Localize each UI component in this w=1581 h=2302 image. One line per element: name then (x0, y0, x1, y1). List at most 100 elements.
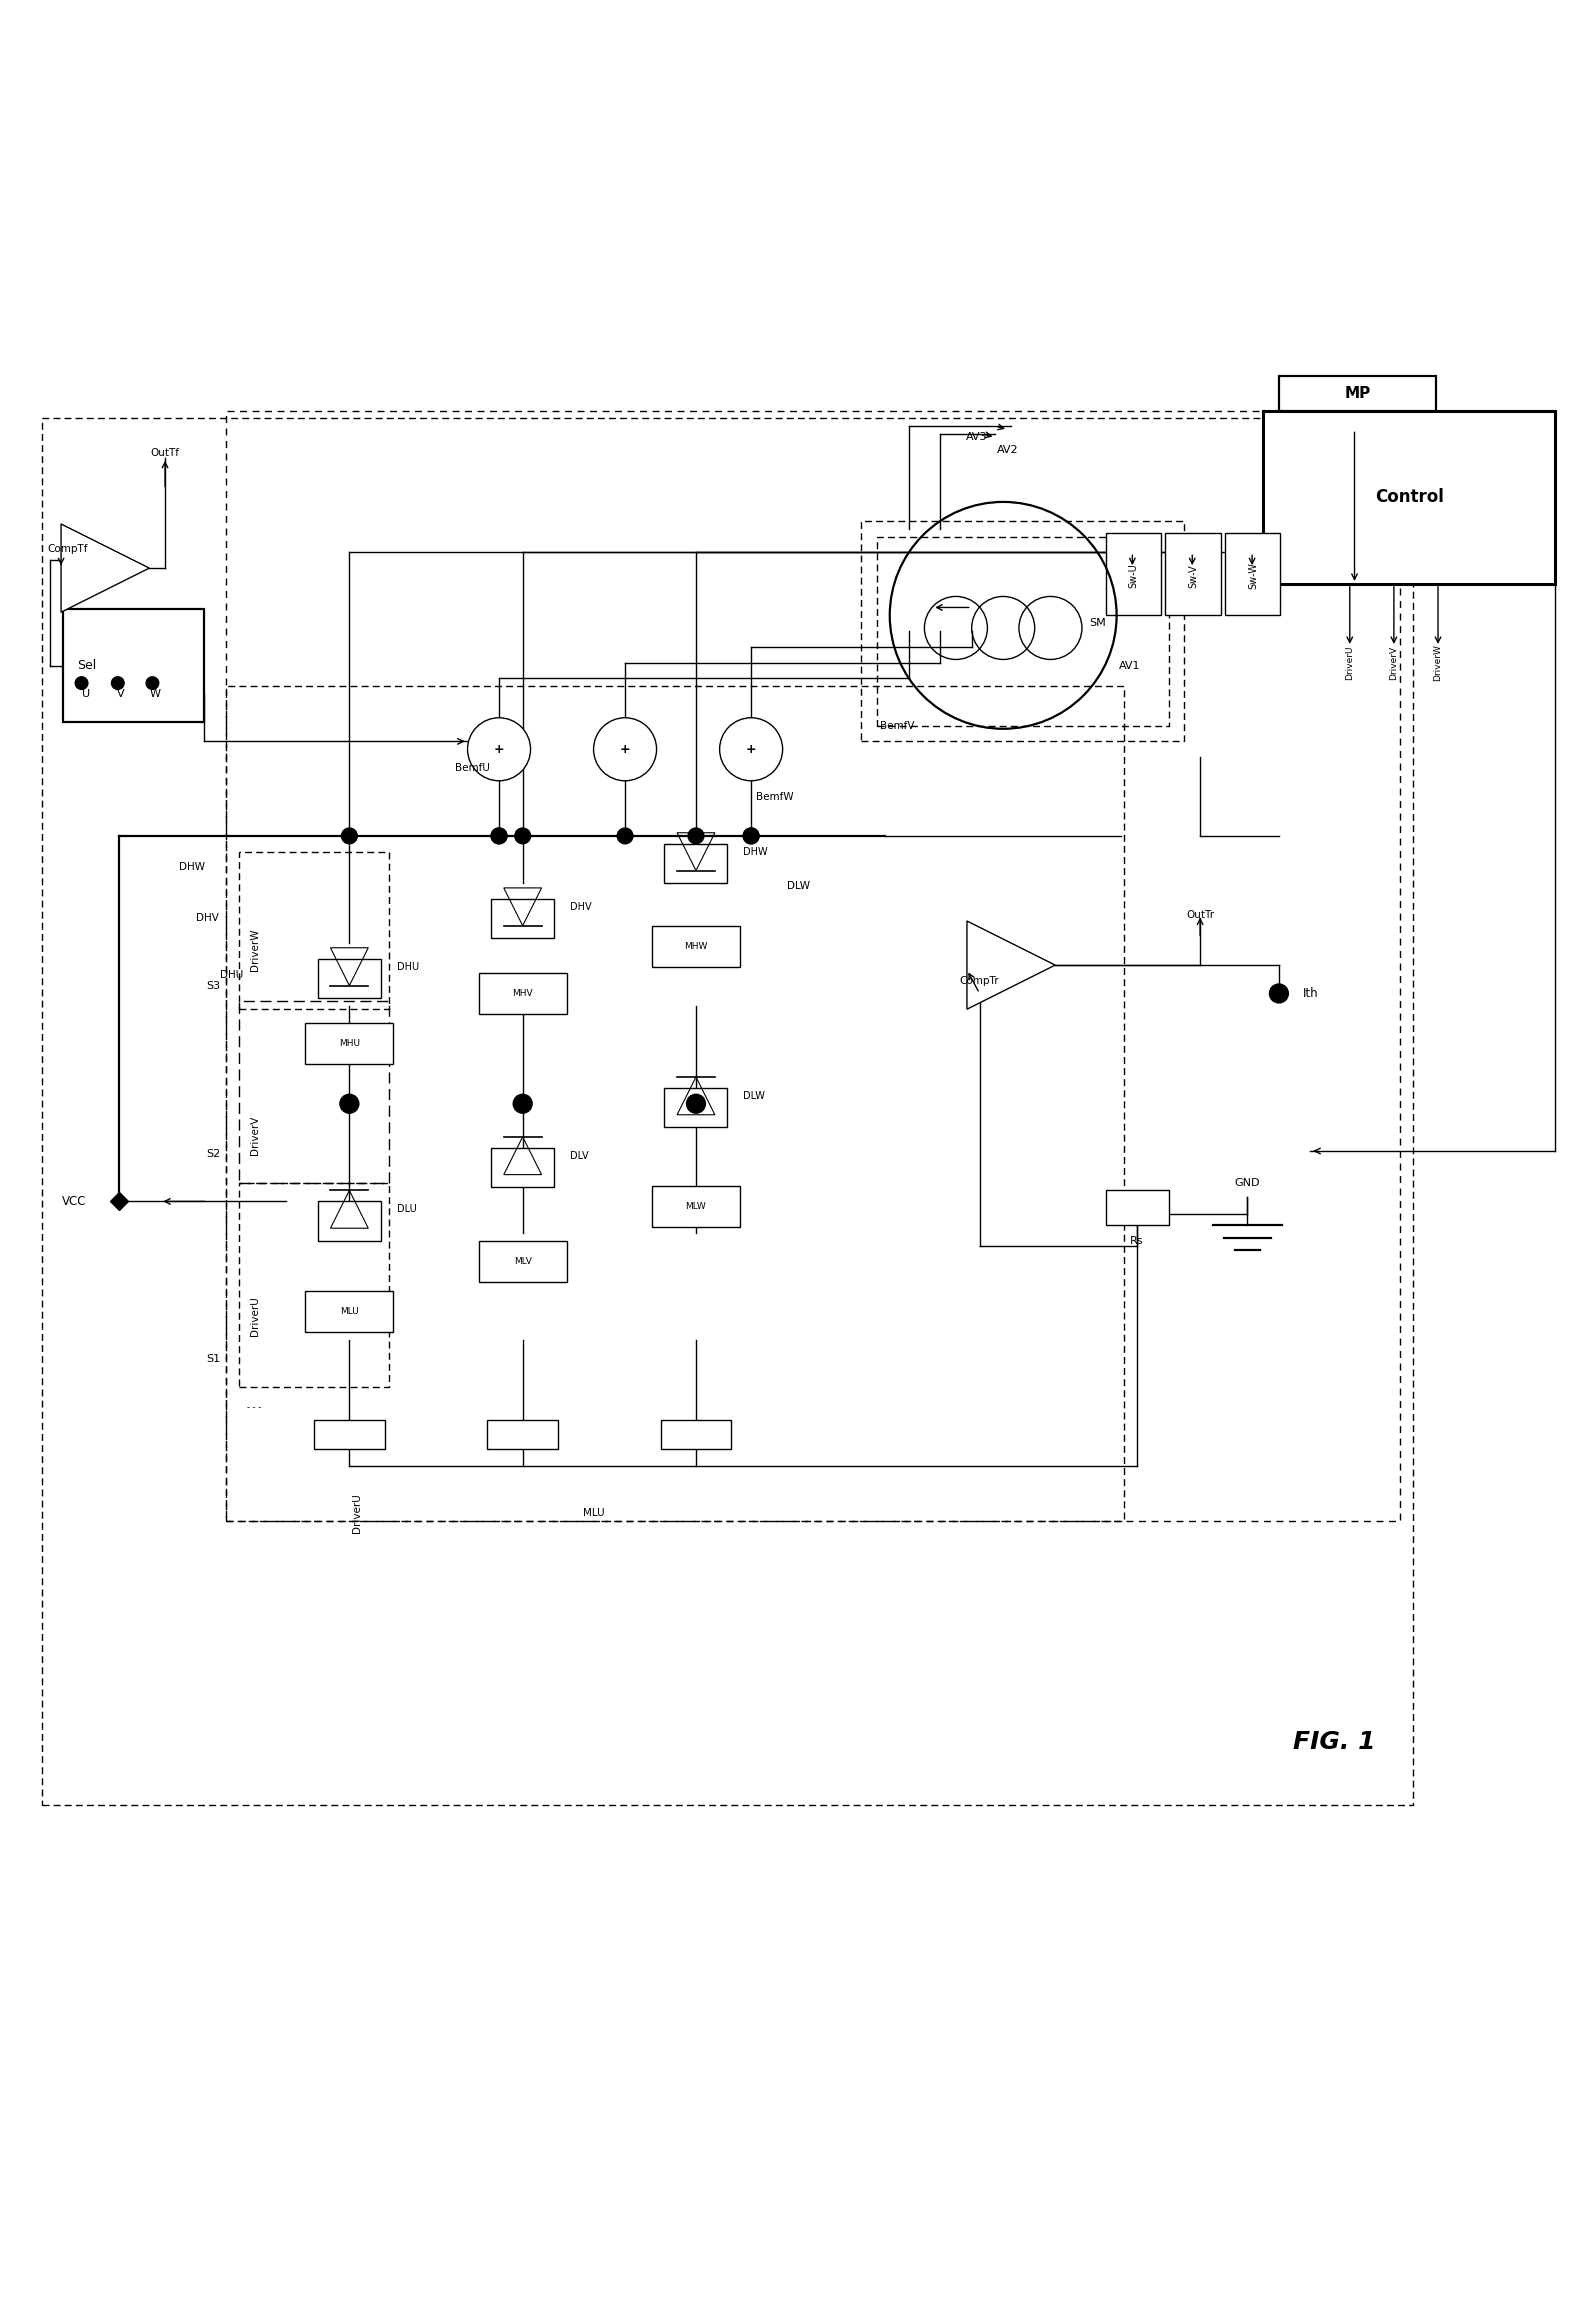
Circle shape (492, 829, 508, 845)
Circle shape (145, 677, 158, 688)
Text: BemfV: BemfV (881, 721, 915, 730)
Circle shape (341, 829, 357, 845)
Circle shape (688, 829, 704, 845)
Bar (492, 898, 555, 939)
Text: DriverU: DriverU (353, 1494, 362, 1533)
Text: Sel: Sel (76, 658, 96, 672)
Bar (877, 536, 1168, 725)
Bar (664, 1089, 727, 1128)
Text: DriverU: DriverU (250, 1296, 259, 1335)
Circle shape (593, 718, 656, 780)
Text: AV1: AV1 (1118, 661, 1140, 670)
Bar (239, 852, 389, 1008)
Bar (1105, 1190, 1168, 1225)
Text: DHV: DHV (196, 914, 220, 923)
Text: S3: S3 (206, 981, 220, 990)
Text: MLW: MLW (686, 1202, 707, 1211)
Text: Ith: Ith (1303, 988, 1319, 999)
Text: DHW: DHW (179, 863, 206, 872)
Bar (479, 1241, 566, 1282)
Bar (492, 1149, 555, 1188)
Text: MHW: MHW (685, 942, 708, 951)
Circle shape (514, 1093, 533, 1114)
Text: DriverW: DriverW (1434, 645, 1442, 681)
Bar (305, 1024, 394, 1064)
Circle shape (1270, 983, 1289, 1004)
Text: BemfW: BemfW (756, 792, 794, 801)
Circle shape (515, 829, 531, 845)
Circle shape (468, 718, 531, 780)
Bar (664, 845, 727, 884)
Text: Rs: Rs (1130, 1236, 1143, 1245)
Polygon shape (968, 921, 1055, 1008)
Circle shape (112, 677, 123, 688)
Text: V: V (117, 688, 125, 700)
Text: OutTr: OutTr (1186, 909, 1214, 921)
Circle shape (492, 829, 508, 845)
Text: GND: GND (1235, 1179, 1260, 1188)
Text: MLU: MLU (340, 1308, 359, 1317)
Text: S2: S2 (206, 1149, 220, 1160)
Bar (1105, 534, 1160, 615)
Text: DriverV: DriverV (250, 1116, 259, 1156)
Bar (315, 1420, 384, 1448)
Circle shape (617, 829, 632, 845)
Bar (862, 520, 1184, 741)
Text: CompTf: CompTf (47, 543, 87, 555)
Text: MP: MP (1344, 387, 1371, 401)
Circle shape (743, 829, 759, 845)
Bar (1279, 375, 1437, 410)
Text: MHU: MHU (338, 1041, 360, 1047)
Text: Sw-W: Sw-W (1247, 562, 1258, 589)
Bar (487, 1420, 558, 1448)
Text: OutTf: OutTf (150, 449, 180, 458)
Polygon shape (62, 525, 149, 612)
Text: DHU: DHU (220, 969, 243, 981)
Text: CompTr: CompTr (960, 976, 999, 985)
Text: Sw-U: Sw-U (1129, 564, 1138, 589)
Text: AV3: AV3 (966, 433, 987, 442)
Circle shape (340, 1093, 359, 1114)
Bar (318, 960, 381, 999)
Text: DLU: DLU (397, 1204, 416, 1213)
Bar (226, 686, 1124, 1522)
Text: DLW: DLW (787, 882, 809, 891)
Bar (318, 1202, 381, 1241)
Circle shape (76, 677, 89, 688)
Text: +: + (620, 744, 631, 755)
Bar (305, 1291, 394, 1333)
Text: FIG. 1: FIG. 1 (1293, 1729, 1375, 1754)
Bar (43, 419, 1413, 1805)
Text: +: + (493, 744, 504, 755)
Text: - - -: - - - (247, 1404, 261, 1413)
Bar (63, 610, 204, 723)
Bar (239, 1001, 389, 1183)
Text: DriverW: DriverW (250, 928, 259, 971)
Circle shape (719, 718, 783, 780)
Text: S1: S1 (206, 1354, 220, 1365)
Text: DHV: DHV (569, 902, 591, 912)
Bar (661, 1420, 732, 1448)
Text: V: V (519, 1098, 526, 1110)
Bar (226, 410, 1401, 1522)
Text: Control: Control (1375, 488, 1443, 506)
Bar (479, 974, 566, 1013)
Text: +: + (746, 744, 756, 755)
Text: DLW: DLW (743, 1091, 765, 1100)
Bar (651, 1186, 740, 1227)
Circle shape (686, 1093, 705, 1114)
Bar (1165, 534, 1221, 615)
Text: DriverV: DriverV (1390, 645, 1399, 679)
Bar (651, 925, 740, 967)
Text: U: U (82, 688, 90, 700)
Text: SM: SM (1089, 619, 1107, 628)
Text: U: U (345, 1098, 354, 1110)
Circle shape (743, 829, 759, 845)
Bar (239, 1183, 389, 1388)
Text: DHW: DHW (743, 847, 768, 856)
Text: DriverU: DriverU (1345, 645, 1355, 679)
Bar (1225, 534, 1281, 615)
Text: W: W (150, 688, 161, 700)
Text: W: W (689, 1098, 702, 1110)
Text: Sw-V: Sw-V (1187, 564, 1198, 587)
